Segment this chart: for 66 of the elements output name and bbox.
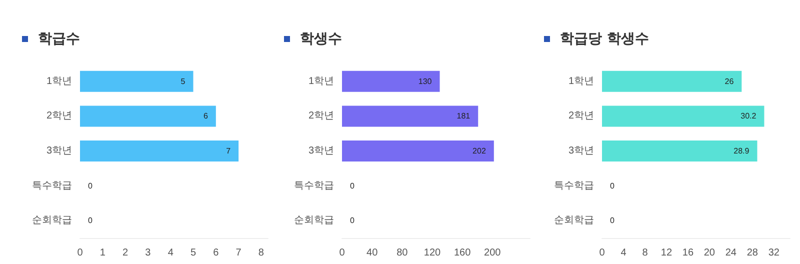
bar	[80, 106, 216, 127]
x-tick-label: 80	[396, 248, 408, 258]
data-label: 181	[456, 112, 471, 121]
x-tick-label: 120	[424, 248, 442, 258]
y-tick-label: 3학년	[568, 146, 594, 156]
x-tick-label: 200	[484, 248, 502, 258]
bar	[80, 70, 194, 92]
data-label: 26	[724, 76, 734, 86]
bar	[342, 140, 494, 162]
x-tick-label: 24	[725, 248, 737, 258]
bar	[602, 106, 764, 127]
chart-title: 학생수	[300, 30, 342, 48]
bar	[342, 106, 478, 127]
x-tick-label: 12	[660, 248, 672, 258]
y-tick-label: 순회학급	[554, 215, 594, 226]
y-tick-label: 3학년	[308, 146, 334, 156]
chart-title: 학급당 학생수	[560, 30, 649, 48]
data-label: 0	[610, 216, 615, 226]
data-label: 7	[226, 146, 232, 156]
x-tick-label: 3	[145, 248, 152, 258]
y-tick-label: 1학년	[568, 76, 594, 87]
y-tick-label: 2학년	[568, 110, 594, 122]
x-tick-label: 160	[454, 248, 472, 258]
x-tick-label: 16	[682, 248, 694, 258]
data-label: 0	[350, 181, 355, 190]
y-tick-label: 특수학급	[294, 180, 334, 192]
data-label: 130	[418, 76, 432, 86]
y-tick-label: 3학년	[46, 146, 72, 156]
data-label: 30.2	[740, 112, 757, 121]
y-tick-label: 2학년	[46, 110, 72, 122]
x-tick-label: 28	[746, 248, 758, 258]
x-tick-label: 32	[768, 248, 780, 258]
y-tick-label: 1학년	[308, 76, 334, 87]
y-tick-label: 2학년	[308, 110, 334, 122]
x-tick-label: 6	[213, 248, 220, 258]
data-label: 0	[350, 216, 355, 226]
y-tick-label: 순회학급	[32, 215, 72, 226]
y-tick-label: 특수학급	[32, 180, 72, 192]
x-tick-label: 7	[236, 248, 242, 258]
y-tick-label: 순회학급	[294, 215, 334, 226]
chart-title: 학급수	[38, 30, 80, 48]
data-label: 0	[610, 181, 615, 190]
x-tick-label: 8	[642, 248, 648, 258]
x-tick-label: 40	[366, 248, 378, 258]
bar	[342, 70, 440, 92]
data-label: 0	[88, 181, 93, 190]
y-tick-label: 특수학급	[554, 180, 594, 192]
bar	[602, 70, 742, 92]
bar	[80, 140, 239, 162]
x-tick-label: 4	[168, 248, 174, 258]
data-label: 6	[203, 112, 208, 121]
data-label: 28.9	[734, 146, 750, 156]
data-label: 202	[472, 146, 486, 156]
x-tick-label: 0	[77, 248, 84, 258]
bar	[602, 140, 758, 162]
data-label: 5	[180, 76, 186, 86]
y-tick-label: 1학년	[46, 76, 72, 87]
x-tick-label: 5	[190, 248, 196, 258]
x-tick-label: 1	[100, 248, 106, 258]
x-tick-label: 2	[122, 248, 129, 258]
x-tick-label: 4	[620, 248, 627, 258]
x-tick-label: 0	[339, 248, 346, 258]
x-tick-label: 8	[258, 248, 264, 258]
x-tick-label: 20	[704, 248, 716, 258]
x-tick-label: 0	[599, 248, 606, 258]
data-label: 0	[88, 216, 93, 226]
